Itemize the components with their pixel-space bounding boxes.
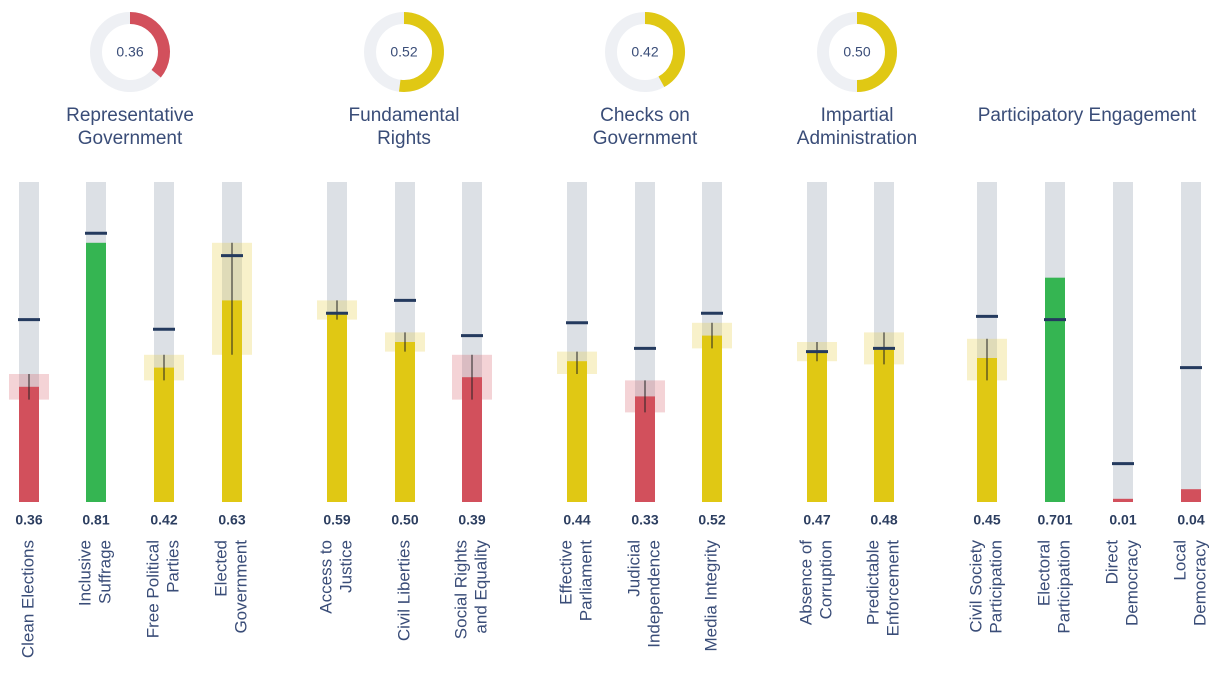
- donut-label: 0.50: [843, 44, 870, 60]
- bar-track: [1181, 182, 1201, 502]
- category-label: Democracy: [1190, 540, 1209, 626]
- value-label: 0.52: [698, 512, 725, 528]
- bar: [977, 358, 997, 502]
- bar: [874, 348, 894, 502]
- value-label: 0.44: [563, 512, 590, 528]
- bar: [1181, 489, 1201, 502]
- category-label: Parties: [163, 540, 182, 593]
- category-label: Social Rights: [451, 540, 470, 639]
- group-title: Fundamental: [349, 105, 460, 126]
- group-title: Representative: [66, 105, 194, 126]
- category-label: Government: [231, 540, 250, 634]
- value-label: 0.04: [1177, 512, 1204, 528]
- category-label: Judicial: [624, 540, 643, 597]
- bar: [1113, 498, 1133, 502]
- category-label: Effective: [556, 540, 575, 605]
- value-label: 0.701: [1037, 512, 1072, 528]
- group-title: Participatory Engagement: [978, 105, 1197, 126]
- category-label: Independence: [644, 540, 663, 648]
- bar: [1045, 277, 1065, 502]
- value-label: 0.47: [803, 512, 830, 528]
- category-label: Participation: [1054, 540, 1073, 634]
- category-label: Media Integrity: [701, 540, 720, 652]
- value-label: 0.48: [870, 512, 897, 528]
- value-label: 0.01: [1109, 512, 1136, 528]
- category-label: Enforcement: [883, 540, 902, 637]
- value-label: 0.42: [150, 512, 177, 528]
- group-title: Government: [78, 128, 183, 149]
- group-title: Rights: [377, 128, 431, 149]
- category-label: Participation: [986, 540, 1005, 634]
- category-label: Predictable: [863, 540, 882, 625]
- value-label: 0.81: [82, 512, 109, 528]
- donut-arc: [129, 12, 170, 78]
- donut-label: 0.36: [116, 44, 143, 60]
- category-label: Corruption: [816, 540, 835, 619]
- group-title: Government: [593, 128, 698, 149]
- bar: [327, 313, 347, 502]
- value-label: 0.59: [323, 512, 350, 528]
- value-label: 0.45: [973, 512, 1000, 528]
- donut-arc: [644, 12, 685, 88]
- category-label: Clean Elections: [18, 540, 37, 658]
- bar: [702, 335, 722, 502]
- category-label: Justice: [336, 540, 355, 593]
- value-label: 0.50: [391, 512, 418, 528]
- bar: [19, 386, 39, 502]
- category-label: Local: [1170, 540, 1189, 581]
- value-label: 0.36: [15, 512, 42, 528]
- category-label: Elected: [211, 540, 230, 597]
- donut-arc: [398, 12, 444, 92]
- category-label: Direct: [1102, 540, 1121, 585]
- category-label: Civil Liberties: [394, 540, 413, 641]
- bar: [395, 342, 415, 502]
- bar: [567, 361, 587, 502]
- category-label: Free Political: [143, 540, 162, 638]
- value-label: 0.63: [218, 512, 245, 528]
- group-title: Impartial: [821, 105, 894, 126]
- bar: [635, 396, 655, 502]
- donut-label: 0.52: [390, 44, 417, 60]
- group-title: Administration: [797, 128, 917, 149]
- category-label: Democracy: [1122, 540, 1141, 626]
- bar: [154, 367, 174, 502]
- bar-track: [1113, 182, 1133, 502]
- category-label: Parliament: [576, 540, 595, 622]
- donut-arc: [856, 12, 897, 92]
- category-label: Absence of: [796, 540, 815, 625]
- value-label: 0.39: [458, 512, 485, 528]
- category-label: Civil Society: [966, 540, 985, 633]
- bar: [222, 300, 242, 502]
- category-label: Suffrage: [95, 540, 114, 604]
- bar: [86, 242, 106, 503]
- bar: [807, 351, 827, 502]
- category-label: Electoral: [1034, 540, 1053, 606]
- category-label: Access to: [316, 540, 335, 614]
- donut-label: 0.42: [631, 44, 658, 60]
- bar: [462, 377, 482, 502]
- value-label: 0.33: [631, 512, 658, 528]
- category-label: Inclusive: [75, 540, 94, 606]
- category-label: and Equality: [471, 540, 490, 634]
- group-title: Checks on: [600, 105, 690, 126]
